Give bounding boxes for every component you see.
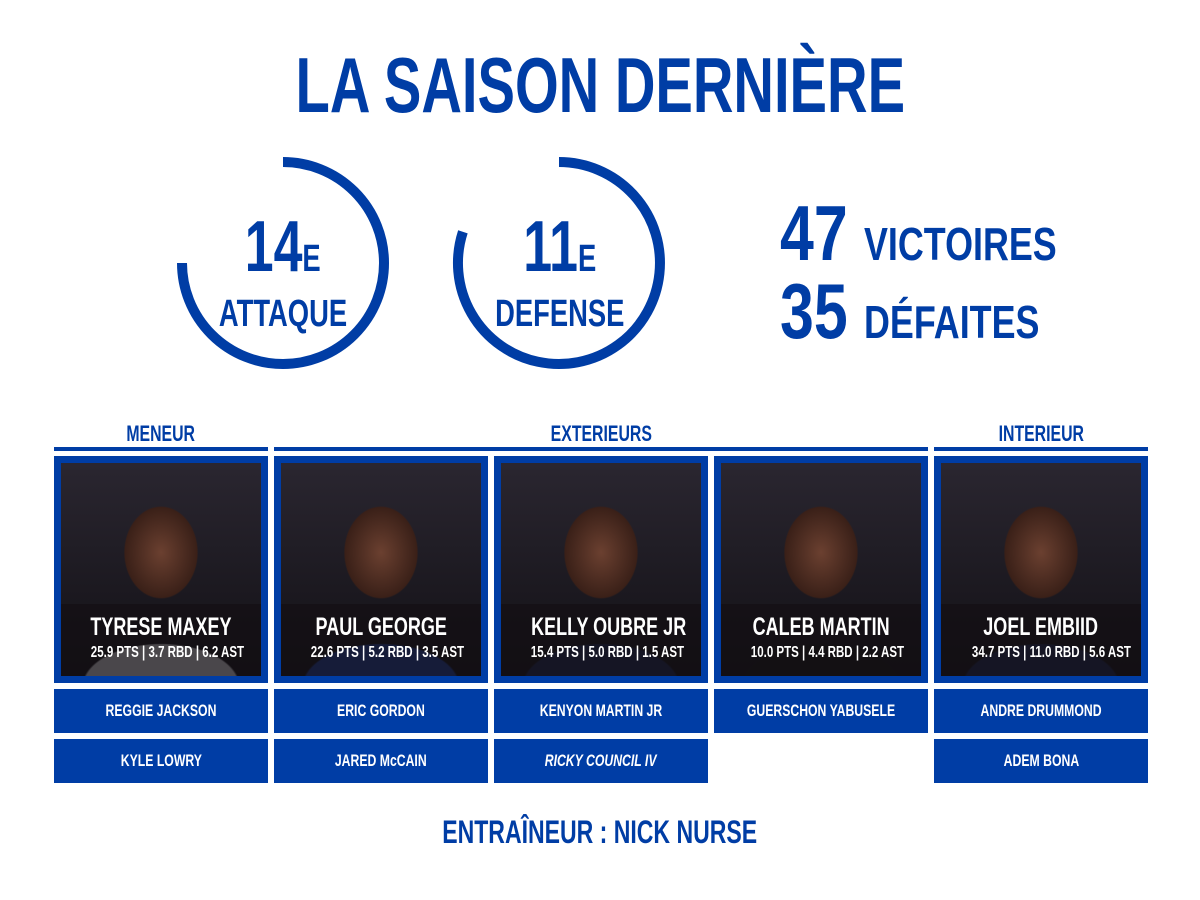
player-name: PAUL GEORGE [315, 613, 447, 641]
player-stats: 10.0 PTS | 4.4 RBD | 2.2 AST [750, 644, 905, 661]
player-name: JOEL EMBIID [983, 613, 1099, 641]
starter-card: TYRESE MAXEY 25.9 PTS | 3.7 RBD | 6.2 AS… [54, 456, 268, 683]
page-title: LA SAISON DERNIÈRE [0, 40, 1200, 130]
player-photo: KELLY OUBRE JR 15.4 PTS | 5.0 RBD | 1.5 … [501, 463, 701, 676]
player-stats: 22.6 PTS | 5.2 RBD | 3.5 AST [310, 644, 465, 661]
bench-player: KENYON MARTIN JR [494, 689, 708, 733]
bench-player: RICKY COUNCIL IV [494, 739, 708, 783]
defense-rank-arc [452, 157, 665, 369]
player-info-band: PAUL GEORGE 22.6 PTS | 5.2 RBD | 3.5 AST [281, 604, 481, 676]
defense-rank-label: DEFENSE [495, 293, 625, 335]
position-header-interieur: INTERIEUR [998, 421, 1084, 446]
player-name: TYRESE MAXEY [90, 613, 232, 641]
player-name: CALEB MARTIN [752, 613, 890, 641]
wins-label: VICTOIRES [864, 218, 1057, 270]
attack-rank-value: 14 [245, 207, 303, 287]
player-name: KELLY OUBRE JR [531, 613, 687, 641]
ranking-arcs [177, 157, 665, 369]
defense-rank-value: 11 [523, 207, 579, 287]
starter-card: KELLY OUBRE JR 15.4 PTS | 5.0 RBD | 1.5 … [494, 456, 708, 683]
bench-player: ANDRE DRUMMOND [934, 689, 1148, 733]
bench-player: JARED McCAIN [274, 739, 488, 783]
defense-rank: 11E DEFENSE [460, 211, 660, 335]
losses-value: 35 [780, 267, 848, 355]
player-photo: TYRESE MAXEY 25.9 PTS | 3.7 RBD | 6.2 AS… [61, 463, 261, 676]
coach-label: ENTRAÎNEUR : NICK NURSE [442, 814, 758, 850]
player-info-band: JOEL EMBIID 34.7 PTS | 11.0 RBD | 5.6 AS… [941, 604, 1141, 676]
attack-rank-arc [177, 157, 389, 369]
player-photo: JOEL EMBIID 34.7 PTS | 11.0 RBD | 5.6 AS… [941, 463, 1141, 676]
attack-rank-label: ATTAQUE [218, 293, 348, 335]
starter-card: JOEL EMBIID 34.7 PTS | 11.0 RBD | 5.6 AS… [934, 456, 1148, 683]
defense-rank-suffix: E [578, 238, 597, 280]
losses-row: 35 DÉFAITES [780, 266, 1089, 357]
wins-value: 47 [780, 189, 848, 277]
starter-card: PAUL GEORGE 22.6 PTS | 5.2 RBD | 3.5 AST [274, 456, 488, 683]
player-stats: 25.9 PTS | 3.7 RBD | 6.2 AST [90, 644, 245, 661]
starter-card: CALEB MARTIN 10.0 PTS | 4.4 RBD | 2.2 AS… [714, 456, 928, 683]
bench-player: ERIC GORDON [274, 689, 488, 733]
player-info-band: TYRESE MAXEY 25.9 PTS | 3.7 RBD | 6.2 AS… [61, 604, 261, 676]
player-photo: CALEB MARTIN 10.0 PTS | 4.4 RBD | 2.2 AS… [721, 463, 921, 676]
bench-player: ADEM BONA [934, 739, 1148, 783]
attack-rank-suffix: E [302, 238, 321, 280]
attack-rank: 14E ATTAQUE [183, 211, 383, 335]
divider [934, 447, 1148, 451]
divider [54, 447, 268, 451]
position-header-meneur: MENEUR [126, 421, 196, 446]
bench-player: KYLE LOWRY [54, 739, 268, 783]
wins-row: 47 VICTOIRES [780, 188, 1111, 279]
divider [274, 447, 928, 451]
losses-label: DÉFAITES [864, 296, 1040, 348]
bench-player: REGGIE JACKSON [54, 689, 268, 733]
bench-player: GUERSCHON YABUSELE [714, 689, 928, 733]
player-info-band: CALEB MARTIN 10.0 PTS | 4.4 RBD | 2.2 AS… [721, 604, 921, 676]
title-text: LA SAISON DERNIÈRE [295, 41, 905, 129]
player-stats: 34.7 PTS | 11.0 RBD | 5.6 AST [971, 644, 1131, 661]
player-info-band: KELLY OUBRE JR 15.4 PTS | 5.0 RBD | 1.5 … [501, 604, 701, 676]
player-stats: 15.4 PTS | 5.0 RBD | 1.5 AST [530, 644, 685, 661]
position-header-exterieurs: EXTERIEURS [550, 421, 652, 446]
player-photo: PAUL GEORGE 22.6 PTS | 5.2 RBD | 3.5 AST [281, 463, 481, 676]
